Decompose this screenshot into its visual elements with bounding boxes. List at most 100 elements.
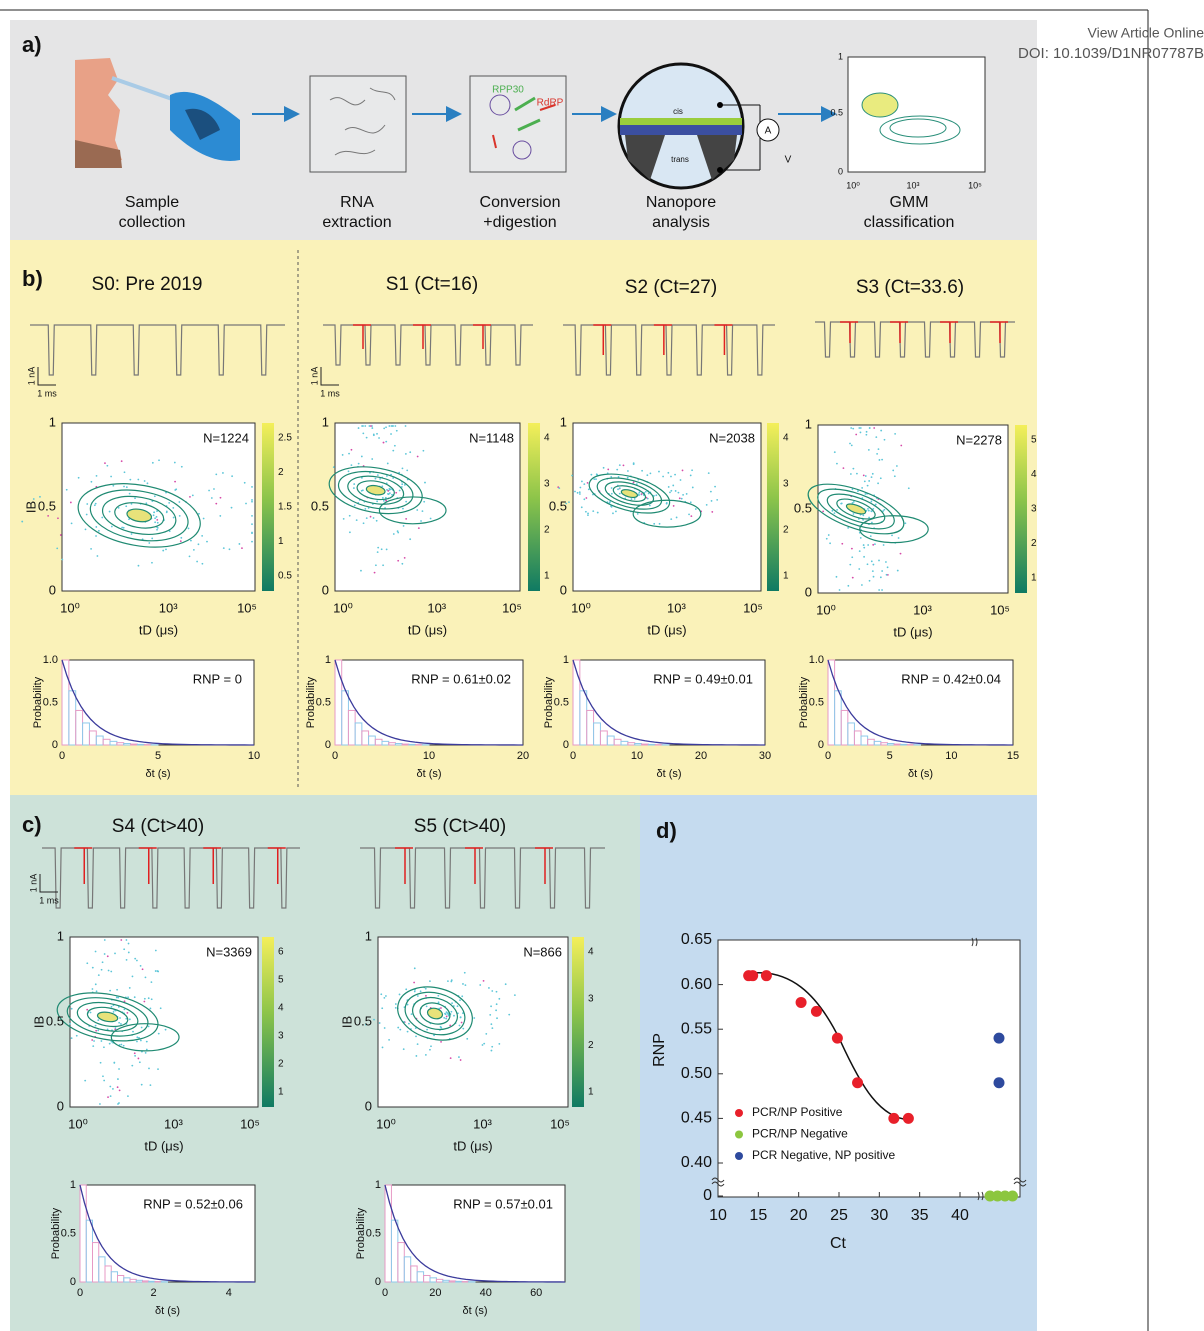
tick-label: 5 <box>155 750 161 762</box>
event-dot <box>405 517 408 520</box>
event-dot <box>440 1040 442 1043</box>
event-dot <box>91 1039 94 1041</box>
event-dot <box>127 951 130 954</box>
event-dot <box>118 1089 121 1092</box>
colorbar <box>528 423 540 591</box>
axis-label: tD (μs) <box>647 622 686 637</box>
event-dot <box>462 1012 464 1015</box>
event-dot <box>113 1062 116 1064</box>
event-dot <box>682 493 685 496</box>
event-dot <box>709 490 712 493</box>
event-dot <box>406 1003 409 1006</box>
event-dot <box>640 493 643 495</box>
tick-label: 10⁰ <box>68 1116 88 1131</box>
x-tick-label: 15 <box>749 1207 767 1224</box>
event-dot <box>372 433 375 436</box>
event-trace <box>990 321 1008 343</box>
event-dot <box>672 484 675 487</box>
event-dot <box>424 481 426 484</box>
event-dot <box>106 955 109 958</box>
event-dot <box>424 987 427 990</box>
event-dot <box>372 517 375 519</box>
event-dot <box>617 488 619 491</box>
event-dot <box>117 1078 119 1080</box>
event-dot <box>144 976 147 979</box>
event-dot <box>867 509 870 512</box>
event-dot <box>633 497 636 500</box>
event-dot <box>669 491 671 494</box>
plot-area <box>377 936 569 1108</box>
event-dot <box>122 1044 125 1047</box>
event-dot <box>453 1014 455 1017</box>
event-dot <box>57 517 59 520</box>
contour <box>845 503 867 515</box>
event-dot <box>382 564 385 567</box>
event-dot <box>118 1068 120 1070</box>
count-label: N=3369 <box>206 944 252 959</box>
event-dot <box>89 1011 92 1014</box>
event-dot <box>681 469 684 472</box>
event-dot <box>393 444 396 447</box>
event-dot <box>114 1027 117 1029</box>
event-dot <box>416 455 419 458</box>
tick-label: 1.0 <box>809 654 824 666</box>
event-dot <box>125 505 128 508</box>
event-dot <box>156 970 159 972</box>
tick-label: 0 <box>825 750 831 762</box>
event-dot <box>622 464 625 467</box>
event-dot <box>174 489 177 491</box>
step-label: analysis <box>652 214 710 231</box>
event-dot <box>580 506 583 509</box>
event-dot <box>422 449 425 452</box>
plot-area <box>817 424 1009 594</box>
panel-label: c) <box>22 812 42 837</box>
event-dot <box>689 474 692 477</box>
axis-label: IB <box>23 501 38 513</box>
event-dot <box>116 1086 119 1089</box>
event-dot <box>341 454 344 456</box>
colorbar-label: 3 <box>588 993 594 1004</box>
event-dot <box>369 515 372 518</box>
event-dot <box>491 1045 494 1048</box>
event-dot <box>867 507 869 510</box>
tick-label: 0.5 <box>46 1013 64 1028</box>
event-dot <box>655 494 658 497</box>
event-dot <box>716 498 719 501</box>
event-dot <box>198 512 200 515</box>
event-dot <box>368 425 371 427</box>
contour <box>419 1002 451 1025</box>
event-dot <box>61 558 64 561</box>
event-dot <box>822 510 825 513</box>
event-dot <box>587 512 589 515</box>
event-dot <box>444 1013 447 1016</box>
event-dot <box>156 521 159 524</box>
event-dot <box>151 561 153 564</box>
event-dot <box>886 573 889 576</box>
axis-label: δt (s) <box>155 1305 180 1317</box>
event-dot <box>172 506 175 509</box>
fit-curve <box>61 659 255 746</box>
event-dot <box>490 1005 492 1008</box>
event-dot <box>610 505 613 508</box>
event-dot <box>879 477 882 480</box>
event-dot <box>416 995 419 997</box>
axis-label: tD (μs) <box>144 1138 183 1153</box>
event-dot <box>172 516 175 519</box>
colorbar <box>1015 425 1027 593</box>
event-dot <box>134 957 137 960</box>
event-dot <box>710 500 713 502</box>
tick-label: 10⁵ <box>502 600 522 615</box>
fit-curve <box>827 659 1014 746</box>
tick-label: 1 <box>322 414 329 429</box>
event-dot <box>409 451 412 454</box>
event-dot <box>387 489 390 492</box>
event-dot <box>106 1028 109 1031</box>
event-dot <box>483 1042 486 1045</box>
event-dot <box>104 462 106 465</box>
event-dot <box>425 994 427 997</box>
x-tick-label: 30 <box>870 1207 888 1224</box>
event-dot <box>116 988 119 991</box>
header-link[interactable]: View Article Online <box>1088 25 1204 41</box>
tick-label: 0 <box>805 584 812 599</box>
event-dot <box>408 1022 410 1025</box>
